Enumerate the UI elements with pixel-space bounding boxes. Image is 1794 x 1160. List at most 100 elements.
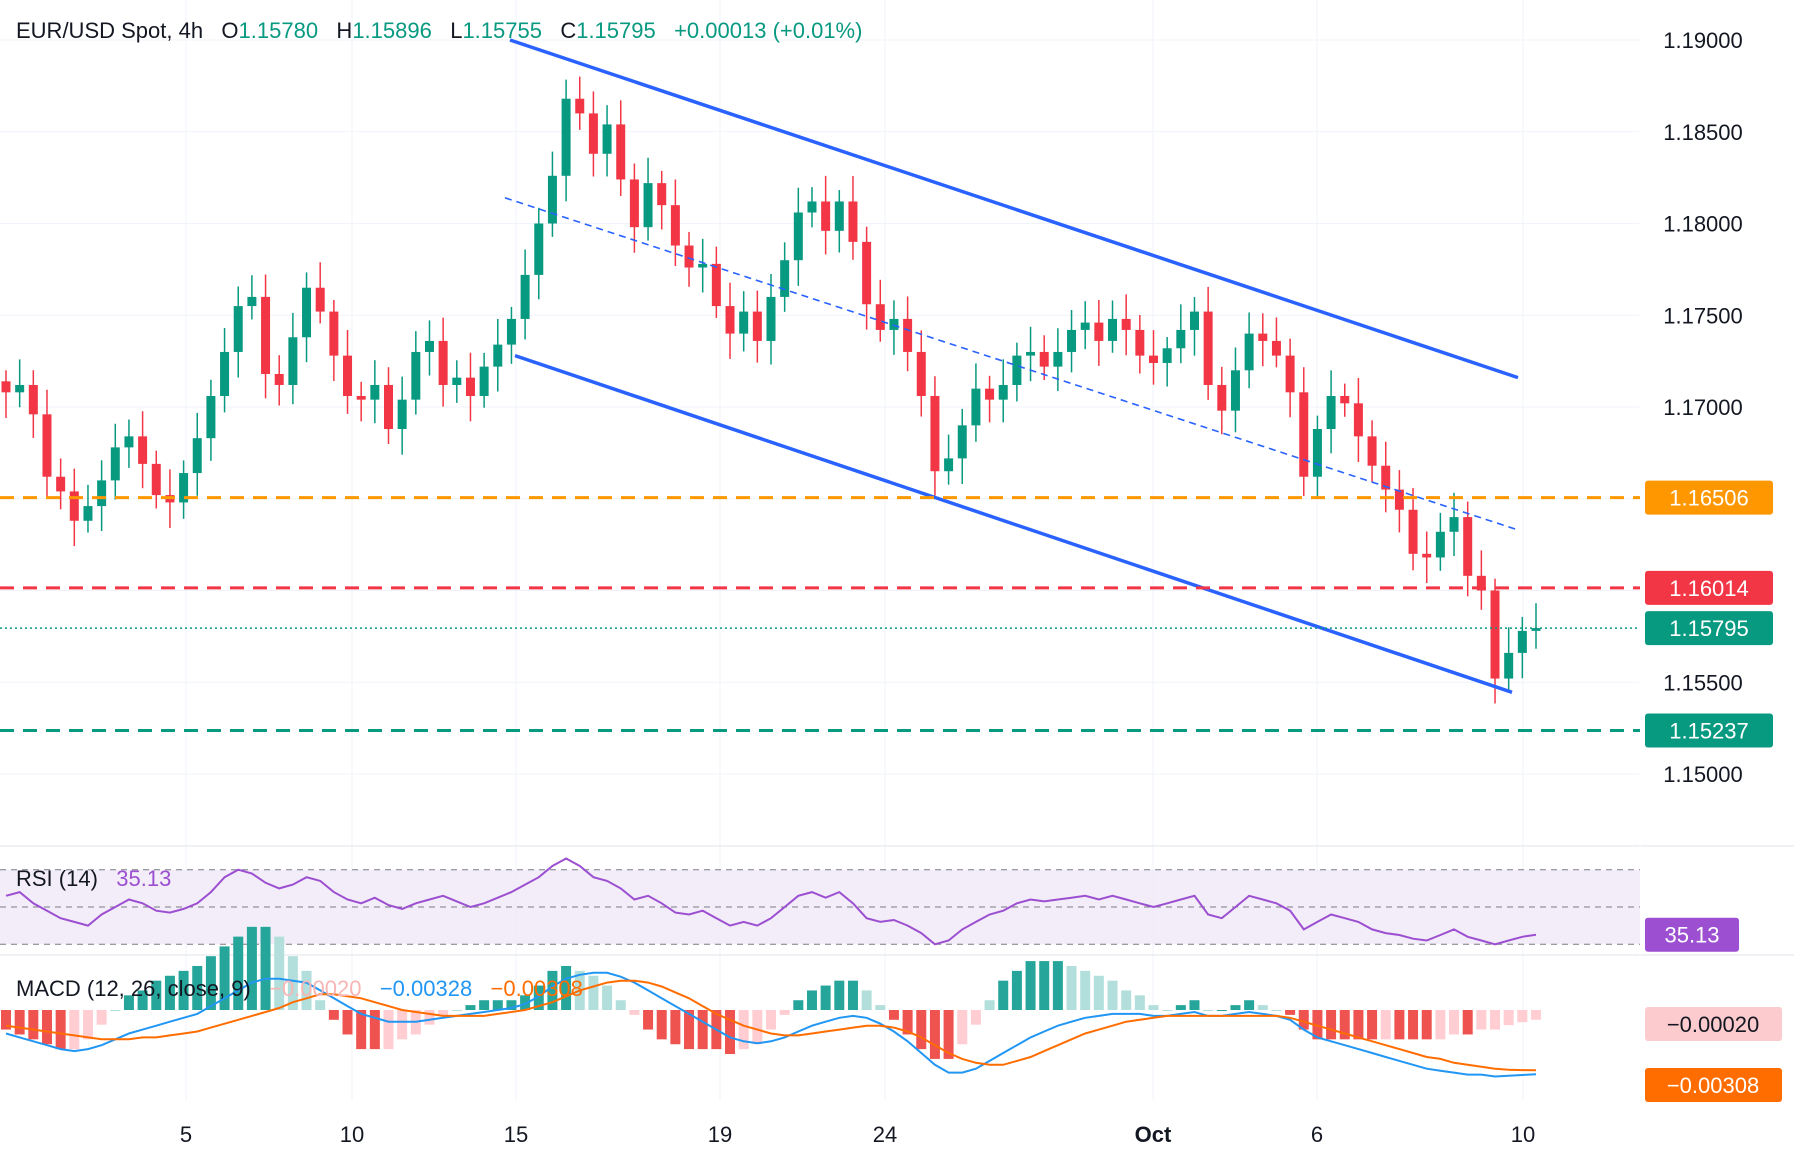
candle-body [151, 463, 161, 496]
macd-hist-bar [1449, 1010, 1460, 1035]
macd-hist-bar [834, 980, 845, 1010]
candle-body [370, 384, 380, 400]
candle-body [15, 384, 25, 393]
change-value: +0.00013 (+0.01%) [674, 18, 863, 43]
candle-body [1094, 322, 1104, 341]
macd-hist-bar [820, 985, 831, 1010]
macd-hist-bar [274, 936, 285, 1010]
macd-hist-bar [916, 1010, 927, 1050]
level-tag-label: 1.16506 [1669, 486, 1749, 511]
candle-body [343, 355, 353, 396]
candle-body [1135, 329, 1145, 356]
signal-tag-label: −0.00308 [1667, 1073, 1759, 1098]
macd-hist-bar [520, 995, 531, 1010]
channel-lower-line [514, 353, 1513, 695]
candle-body [1422, 553, 1432, 558]
macd-hist-bar [164, 975, 175, 1010]
macd-hist-bar [1326, 1010, 1337, 1040]
macd-hist-bar [1148, 1005, 1159, 1010]
candle-body [1121, 318, 1131, 330]
y-tick-label: 1.18500 [1663, 120, 1743, 145]
candle-body [192, 438, 202, 474]
x-tick-label: 10 [1511, 1122, 1535, 1147]
candle-body [329, 311, 339, 356]
candle-body [547, 175, 557, 224]
macd-hist-bar [943, 1010, 954, 1059]
close-value: 1.15795 [576, 18, 656, 43]
macd-hist-bar [82, 1010, 93, 1040]
symbol-header: EUR/USD Spot, 4h O1.15780 H1.15896 L1.15… [16, 18, 862, 44]
channel-upper-line [509, 38, 1519, 380]
macd-hist-bar [1517, 1010, 1528, 1023]
macd-hist-bar [1052, 961, 1063, 1010]
level-tag [1645, 480, 1773, 515]
candle-body [903, 318, 913, 352]
macd-hist-bar [806, 990, 817, 1010]
macd-hist-bar [1531, 1010, 1541, 1020]
rsi-tag-label: 35.13 [1664, 923, 1719, 948]
candle-body [1176, 329, 1186, 349]
candle-body [1039, 351, 1049, 367]
macd-hist-bar [1257, 1005, 1268, 1010]
candle-body [534, 223, 544, 275]
y-tick-label: 1.18000 [1663, 212, 1743, 237]
x-tick-label: Oct [1135, 1122, 1172, 1147]
macd-hist-bar [315, 1000, 326, 1010]
candle-body [588, 113, 598, 154]
candle-body [1285, 355, 1295, 393]
macd-hist-bar [1107, 980, 1118, 1010]
candle-body [1504, 652, 1514, 679]
macd-hist-bar [1271, 1010, 1282, 1011]
rsi-current: 35.13 [116, 866, 172, 891]
candle-body [1299, 392, 1309, 477]
macd-hist-bar [670, 1010, 681, 1045]
macd-hist-bar [137, 990, 148, 1010]
candle-body [1, 381, 11, 393]
candle-body [1476, 575, 1486, 591]
candle-body [124, 436, 134, 448]
candle-body [944, 458, 954, 472]
y-tick-label: 1.17000 [1663, 395, 1743, 420]
candle-body [233, 306, 243, 352]
candle-body [1312, 429, 1322, 477]
macd-signal-value: −0.00308 [490, 976, 583, 1001]
macd-hist-bar [1285, 1010, 1296, 1015]
macd-hist-bar [902, 1010, 913, 1035]
macd-hist-bar [287, 956, 298, 1010]
y-tick-label: 1.19000 [1663, 28, 1743, 53]
candle-body [384, 384, 393, 430]
candle-body [821, 201, 831, 231]
candle-body [1517, 630, 1527, 653]
x-tick-label: 6 [1311, 1122, 1323, 1147]
candle-body [1326, 395, 1336, 430]
candle-body [356, 395, 366, 400]
candle-body [83, 506, 93, 521]
macd-hist-bar [41, 1010, 52, 1045]
y-tick-label: 1.15000 [1663, 762, 1743, 787]
candle-body [1067, 329, 1077, 352]
candle-body [766, 296, 776, 341]
macd-hist-bar [561, 965, 572, 1010]
macd-hist-bar [178, 970, 189, 1010]
candle-body [575, 98, 585, 114]
macd-hist-bar [1175, 1005, 1186, 1010]
candle-body [889, 318, 899, 330]
macd-hist-bar [738, 1010, 749, 1050]
candle-body [1449, 517, 1459, 532]
macd-hist-bar [28, 1010, 39, 1040]
macd-hist-bar [1011, 970, 1022, 1010]
macd-hist-bar [1462, 1010, 1473, 1035]
x-tick-label: 5 [180, 1122, 192, 1147]
high-value: 1.15896 [352, 18, 432, 43]
candle-body [315, 287, 325, 312]
candle-body [452, 377, 462, 385]
macd-hist-bar [301, 970, 312, 1010]
y-tick-label: 1.15500 [1663, 670, 1743, 695]
macd-hist-bar [1039, 961, 1050, 1010]
close-label: C [560, 18, 577, 43]
macd-hist-bar [752, 1010, 763, 1045]
macd-hist-bar [1189, 1000, 1200, 1010]
macd-title: MACD (12, 26, close, 9) [16, 976, 251, 1001]
candle-body [1340, 395, 1350, 404]
macd-hist-bar [1476, 1010, 1487, 1030]
